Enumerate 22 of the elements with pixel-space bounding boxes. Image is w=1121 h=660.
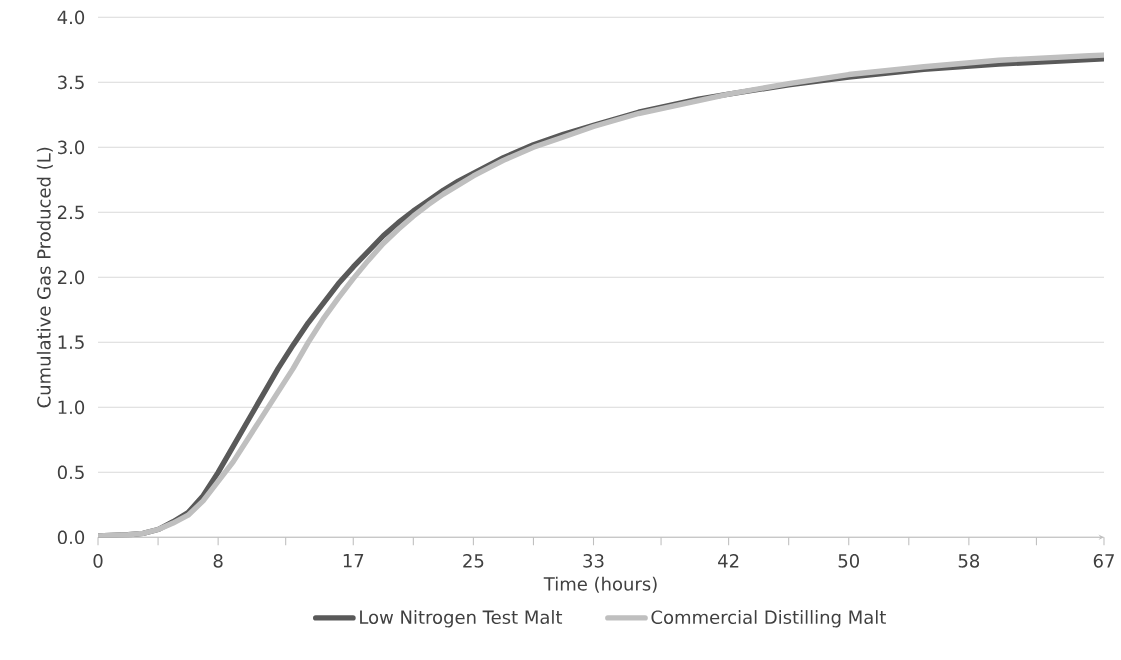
x-tick-label: 58 <box>958 554 980 568</box>
x-tick-label: 17 <box>343 554 364 568</box>
y-tick-label: 1.0 <box>58 400 85 415</box>
x-tick-label: 67 <box>1093 554 1114 568</box>
x-axis-title: Time (hours) <box>543 576 657 593</box>
y-tick-label: 0.0 <box>57 530 85 545</box>
x-tick-label: 33 <box>583 554 604 568</box>
x-tick-label: 8 <box>213 554 223 568</box>
legend-label: Commercial Distilling Malt <box>651 610 886 628</box>
y-tick-label: 2.5 <box>57 205 84 220</box>
y-tick-label: 3.0 <box>58 140 85 155</box>
y-tick-label: 4.0 <box>57 10 85 25</box>
x-tick-label: 0 <box>93 554 103 568</box>
y-tick-label: 2.0 <box>57 270 85 285</box>
y-axis-title: Cumulative Gas Produced (L) <box>36 147 53 408</box>
y-tick-label: 3.5 <box>58 75 84 90</box>
x-tick-label: 50 <box>838 554 860 568</box>
legend-label: Low Nitrogen Test Malt <box>360 610 563 628</box>
y-tick-label: 1.5 <box>58 335 84 350</box>
y-tick-label: 0.5 <box>57 465 84 480</box>
x-tick-label: 42 <box>718 554 739 568</box>
x-tick-label: 25 <box>463 554 484 568</box>
